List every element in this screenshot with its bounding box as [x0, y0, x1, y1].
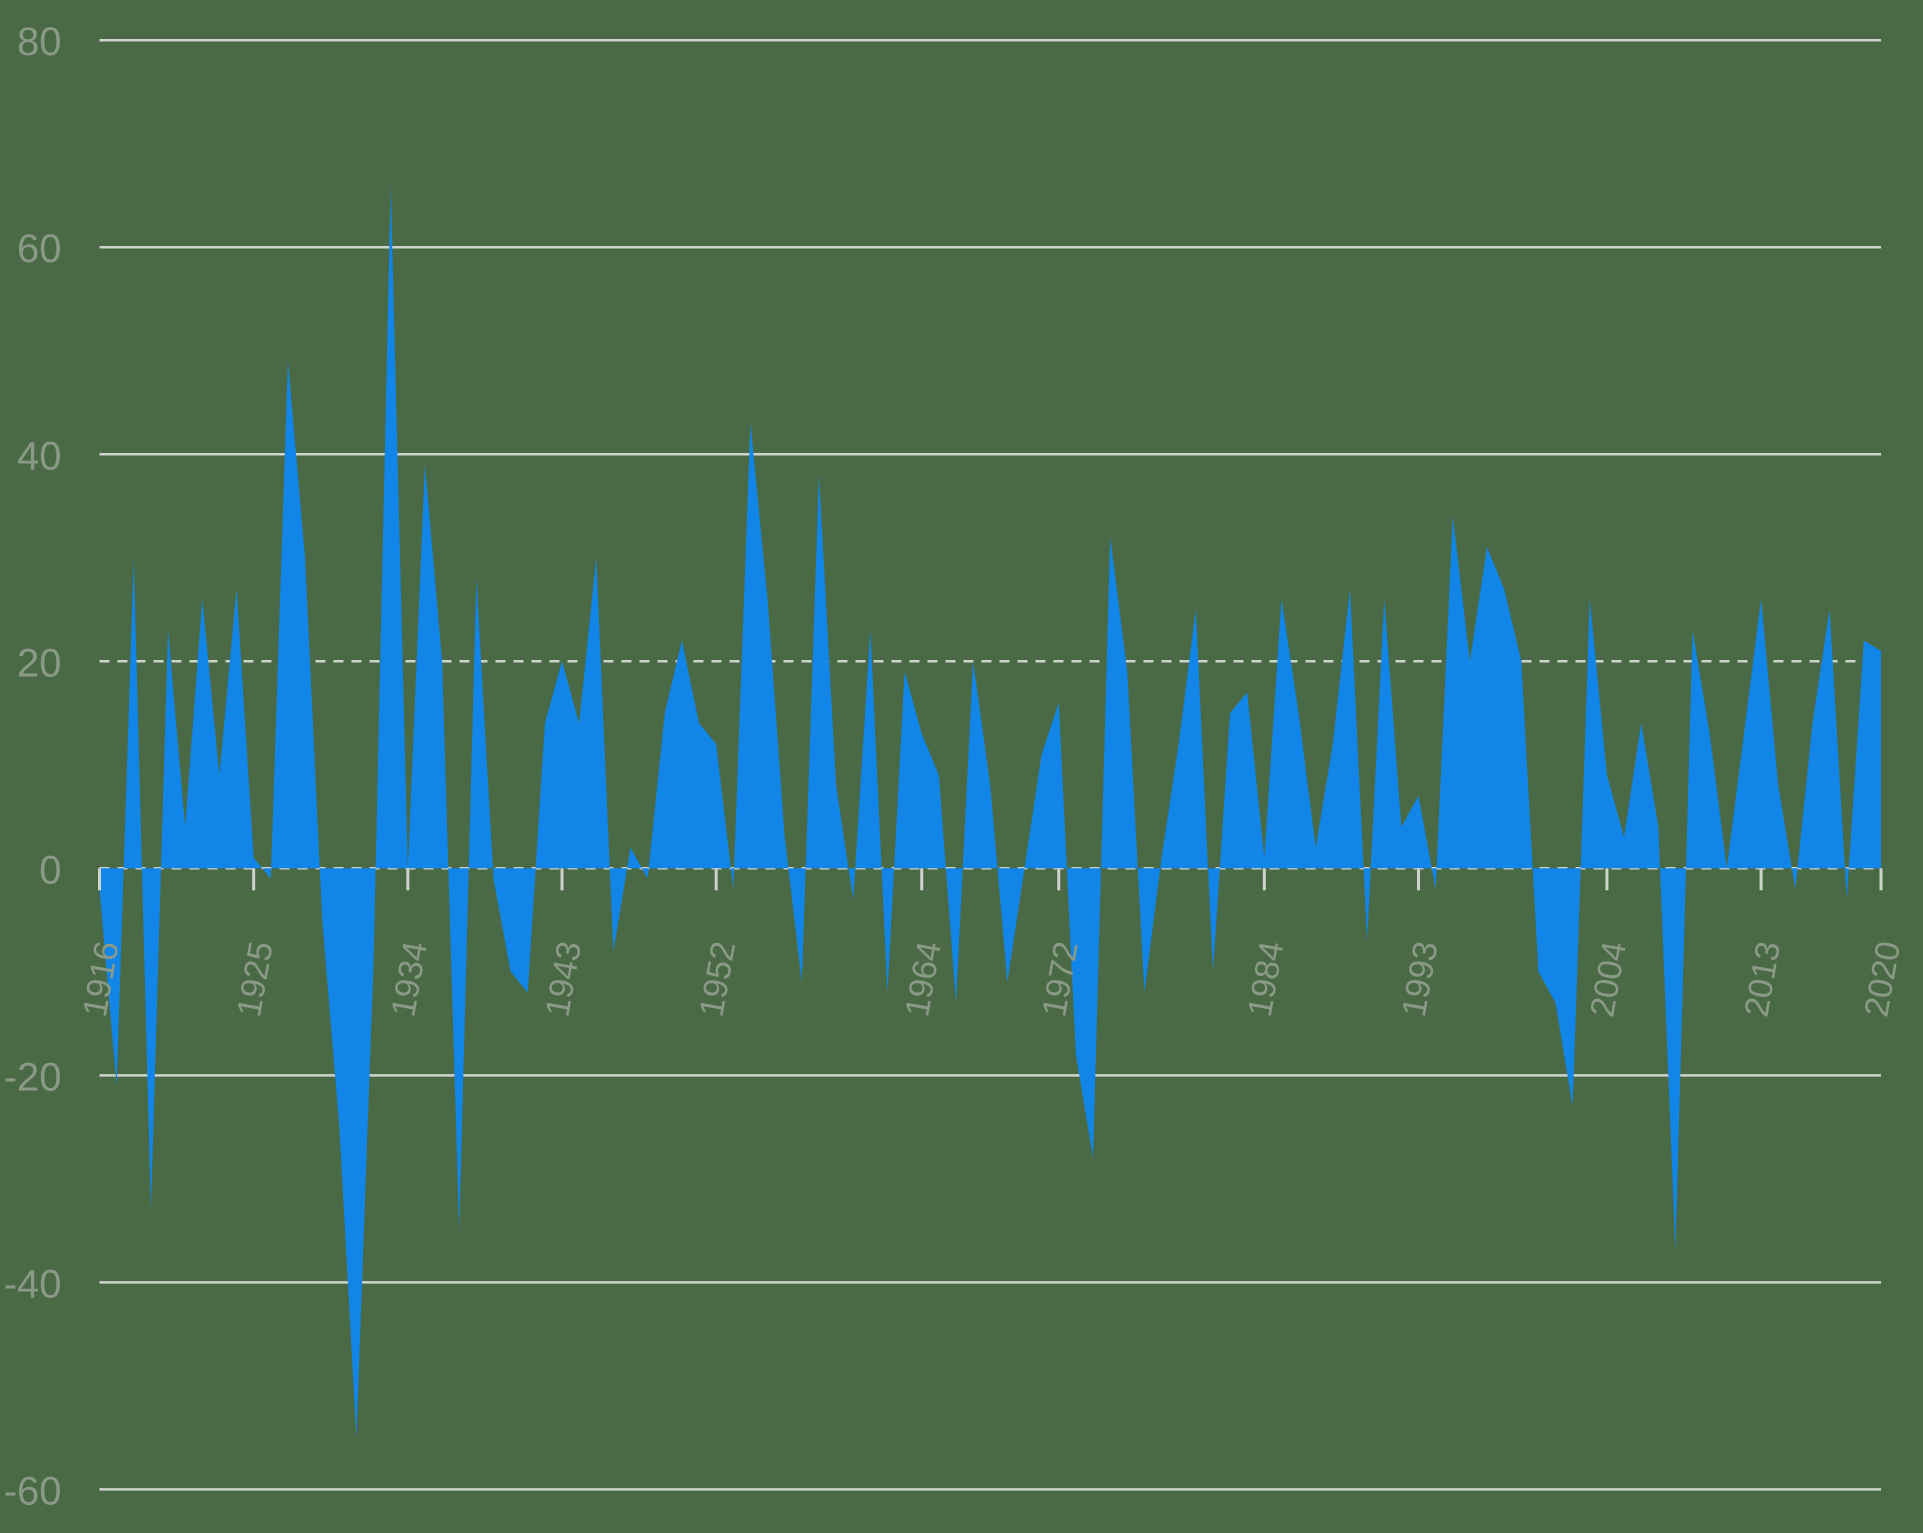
svg-text:40: 40	[17, 434, 62, 478]
svg-text:20: 20	[17, 641, 62, 685]
svg-text:-40: -40	[4, 1262, 62, 1306]
svg-text:0: 0	[39, 848, 61, 892]
svg-text:-20: -20	[4, 1055, 62, 1099]
svg-text:80: 80	[17, 20, 62, 64]
svg-text:60: 60	[17, 227, 62, 271]
svg-text:-60: -60	[4, 1469, 62, 1513]
